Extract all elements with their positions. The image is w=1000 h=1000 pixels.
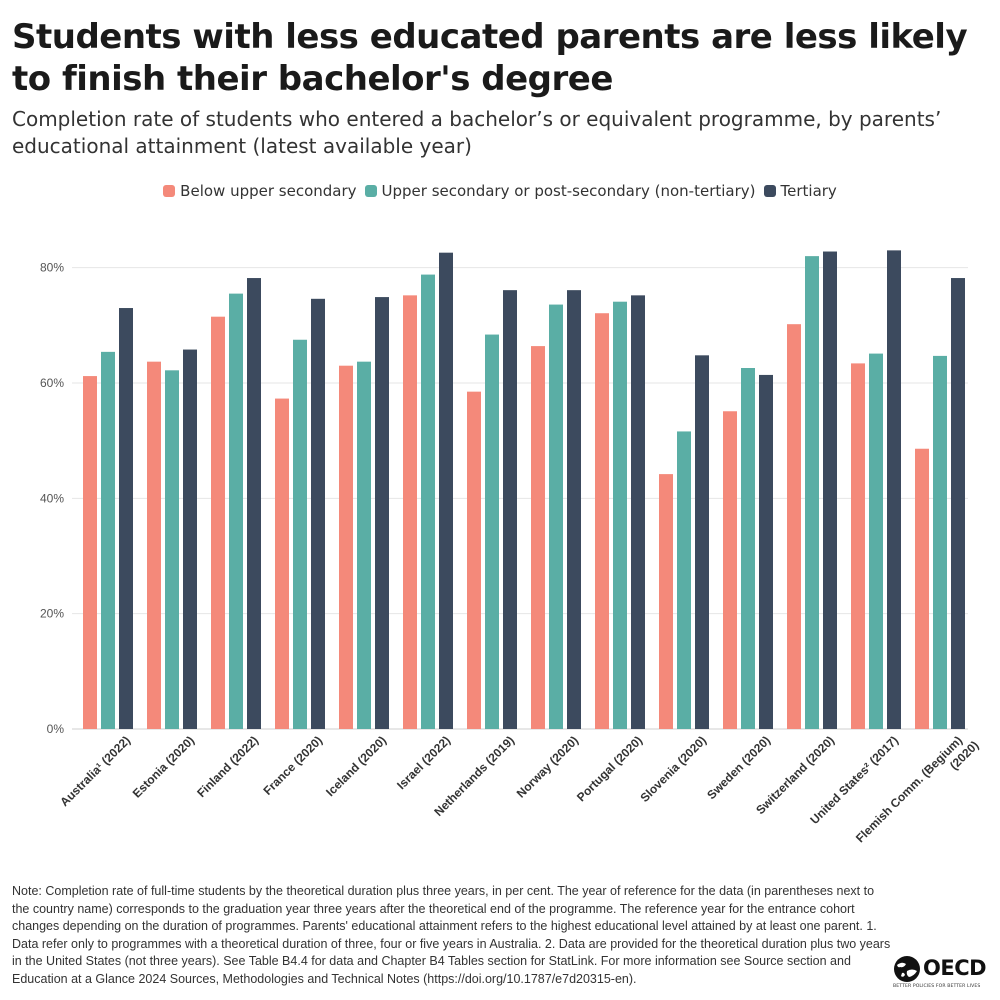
x-tick-label: Estonia (2020) xyxy=(130,733,197,800)
x-tick-label: France (2020) xyxy=(261,733,326,798)
bar[interactable] xyxy=(823,251,837,729)
bar[interactable] xyxy=(567,290,581,729)
bar[interactable] xyxy=(851,363,865,729)
x-tick-label-line: France (2020) xyxy=(261,733,326,798)
bar-chart: 0% 20% 40% 60% 80% Australia¹ (2022)Estonia (… xyxy=(40,250,981,856)
bar[interactable] xyxy=(211,316,225,729)
bar[interactable] xyxy=(339,365,353,729)
x-tick-label: Slovenia (2020) xyxy=(637,733,709,805)
x-tick-label-line: Australia¹ (2022) xyxy=(57,733,133,809)
bar[interactable] xyxy=(147,361,161,729)
bar[interactable] xyxy=(933,355,947,729)
x-tick-label: Flemish Comm. (Begium)(2020) xyxy=(853,728,981,856)
bar[interactable] xyxy=(741,368,755,729)
bar[interactable] xyxy=(723,411,737,729)
y-tick-label: 20% xyxy=(40,607,64,621)
oecd-logo[interactable]: OECD BETTER POLICIES FOR BETTER LIVES xyxy=(893,953,993,993)
x-tick-label-line: Slovenia (2020) xyxy=(637,733,709,805)
bar[interactable] xyxy=(613,301,627,729)
oecd-tagline: BETTER POLICIES FOR BETTER LIVES xyxy=(893,984,981,989)
oecd-wordmark: OECD xyxy=(923,956,987,980)
x-tick-label-line: Iceland (2020) xyxy=(323,733,389,799)
x-tick-label-line: Sweden (2020) xyxy=(704,733,773,802)
x-tick-label-line: Finland (2022) xyxy=(194,733,261,800)
x-tick-label-line: Estonia (2020) xyxy=(130,733,197,800)
bar[interactable] xyxy=(403,295,417,729)
bar[interactable] xyxy=(439,252,453,729)
x-tick-label: Australia¹ (2022) xyxy=(57,733,133,809)
x-tick-label-line: Flemish Comm. (Begium) xyxy=(853,733,965,845)
bar[interactable] xyxy=(695,355,709,729)
bar[interactable] xyxy=(631,295,645,729)
chart-title: Students with less educated parents are … xyxy=(12,17,968,99)
bar[interactable] xyxy=(357,361,371,729)
bar[interactable] xyxy=(915,448,929,729)
x-tick-label: Finland (2022) xyxy=(194,733,261,800)
bar[interactable] xyxy=(805,256,819,729)
bar[interactable] xyxy=(119,308,133,729)
bar[interactable] xyxy=(467,391,481,729)
bar[interactable] xyxy=(83,376,97,729)
x-tick-label: Israel (2022) xyxy=(394,733,453,792)
x-tick-label-line: Portugal (2020) xyxy=(574,733,645,804)
legend-label: Tertiary xyxy=(780,182,837,200)
bar[interactable] xyxy=(951,278,965,729)
x-tick-label: Iceland (2020) xyxy=(323,733,389,799)
bar[interactable] xyxy=(869,353,883,729)
bar[interactable] xyxy=(421,274,435,729)
bar[interactable] xyxy=(275,398,289,729)
bar[interactable] xyxy=(531,346,545,729)
bar[interactable] xyxy=(293,339,307,729)
bar[interactable] xyxy=(229,293,243,729)
bar[interactable] xyxy=(595,313,609,729)
x-tick-label: Sweden (2020) xyxy=(704,733,773,802)
bar[interactable] xyxy=(677,431,691,729)
legend-swatch xyxy=(163,185,176,197)
x-tick-label: Norway (2020) xyxy=(514,733,581,800)
bar[interactable] xyxy=(375,297,389,729)
bar[interactable] xyxy=(311,298,325,729)
x-tick-label: Portugal (2020) xyxy=(574,733,645,804)
legend-label: Upper secondary or post-secondary (non-t… xyxy=(381,182,756,200)
bar[interactable] xyxy=(101,351,115,729)
bar[interactable] xyxy=(759,374,773,729)
x-tick-label-line: Israel (2022) xyxy=(394,733,453,792)
bar[interactable] xyxy=(787,324,801,729)
bar[interactable] xyxy=(485,334,499,729)
legend-item-tertiary[interactable]: Tertiary xyxy=(763,182,837,200)
legend-label: Below upper secondary xyxy=(180,182,357,200)
chart-subtitle: Completion rate of students who entered … xyxy=(12,107,942,158)
bar[interactable] xyxy=(247,278,261,729)
bar[interactable] xyxy=(183,349,197,729)
bar[interactable] xyxy=(887,250,901,729)
y-tick-label: 40% xyxy=(40,491,64,505)
bar[interactable] xyxy=(503,290,517,729)
y-tick-label: 0% xyxy=(47,722,65,736)
bar[interactable] xyxy=(165,370,179,729)
y-tick-label: 80% xyxy=(40,261,64,275)
legend-item-upper-secondary[interactable]: Upper secondary or post-secondary (non-t… xyxy=(364,182,756,200)
bar[interactable] xyxy=(549,304,563,729)
chart-note: Note: Completion rate of full-time stude… xyxy=(12,884,891,986)
chart-legend: Below upper secondary Upper secondary or… xyxy=(0,182,1000,200)
bar[interactable] xyxy=(659,474,673,729)
oecd-globe-icon xyxy=(894,956,920,982)
x-tick-label-line: Norway (2020) xyxy=(514,733,581,800)
y-tick-label: 60% xyxy=(40,376,64,390)
legend-swatch xyxy=(364,185,377,197)
legend-item-below-upper-secondary[interactable]: Below upper secondary xyxy=(163,182,357,200)
legend-swatch xyxy=(763,185,776,197)
